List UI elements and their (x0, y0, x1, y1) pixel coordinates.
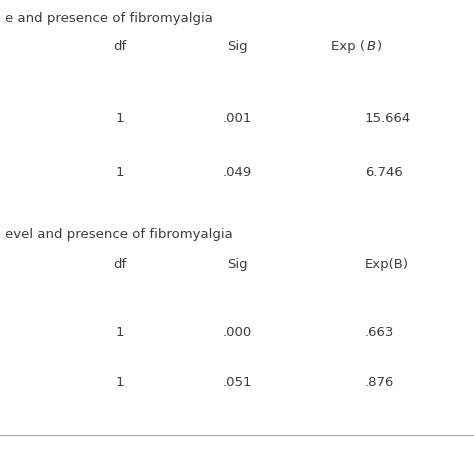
Text: .049: .049 (222, 165, 252, 179)
Text: B: B (367, 40, 376, 53)
Text: evel and presence of fibromyalgia: evel and presence of fibromyalgia (5, 228, 233, 241)
Text: Exp (: Exp ( (331, 40, 365, 53)
Text: Sig: Sig (227, 258, 247, 271)
Text: 1: 1 (116, 111, 124, 125)
Text: e and presence of fibromyalgia: e and presence of fibromyalgia (5, 12, 213, 25)
Text: .876: .876 (365, 376, 394, 390)
Text: 1: 1 (116, 376, 124, 390)
Text: 6.746: 6.746 (365, 165, 403, 179)
Text: df: df (113, 40, 127, 53)
Text: 1: 1 (116, 165, 124, 179)
Text: .051: .051 (222, 376, 252, 390)
Text: 15.664: 15.664 (365, 111, 411, 125)
Text: Exp(B): Exp(B) (365, 258, 409, 271)
Text: df: df (113, 258, 127, 271)
Text: ): ) (377, 40, 382, 53)
Text: .000: .000 (222, 327, 252, 339)
Text: .663: .663 (365, 327, 394, 339)
Text: 1: 1 (116, 327, 124, 339)
Text: Sig: Sig (227, 40, 247, 53)
Text: .001: .001 (222, 111, 252, 125)
